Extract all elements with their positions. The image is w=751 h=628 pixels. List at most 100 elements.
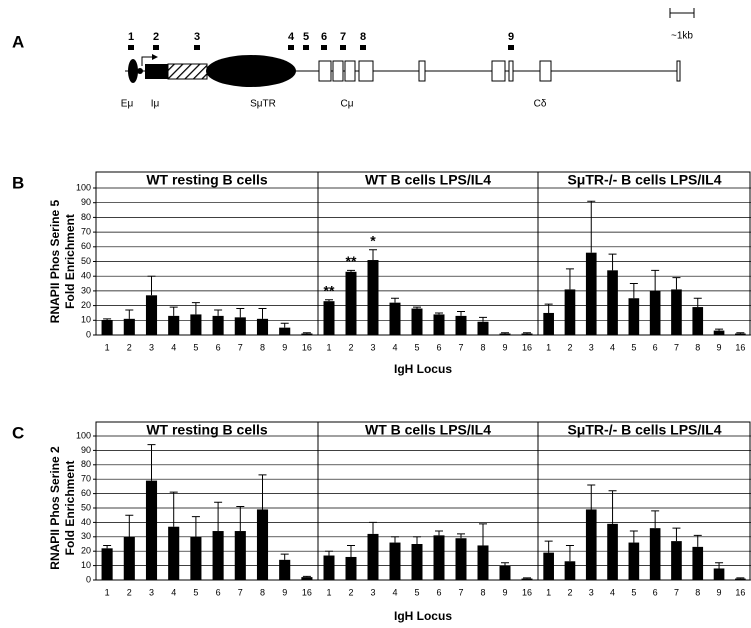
chart-title: WT B cells LPS/IL4 — [365, 172, 491, 188]
x-axis-label: IgH Locus — [394, 609, 452, 623]
error-bar — [457, 311, 465, 315]
x-tick-label: 8 — [695, 342, 700, 352]
s-mu-tr — [206, 55, 296, 87]
site-marker — [153, 45, 159, 50]
x-tick-label: 8 — [695, 587, 700, 597]
x-tick-label: 1 — [326, 342, 331, 352]
error-bar — [672, 528, 680, 541]
x-tick-label: 6 — [436, 587, 441, 597]
error-bar — [523, 333, 531, 334]
chart-title: WT resting B cells — [146, 172, 268, 188]
bar — [257, 509, 268, 580]
x-tick-label: 9 — [282, 587, 287, 597]
x-tick-label: 9 — [282, 342, 287, 352]
region-label: Cδ — [534, 99, 547, 110]
error-bar — [369, 250, 377, 260]
bar — [102, 548, 113, 580]
bar — [456, 538, 467, 580]
site-number: 5 — [303, 31, 309, 43]
x-tick-label: 16 — [302, 342, 312, 352]
bar — [478, 322, 489, 335]
x-tick-label: 5 — [631, 587, 636, 597]
bar — [324, 556, 335, 580]
site-number: 2 — [153, 31, 159, 43]
error-bar — [214, 502, 222, 531]
site-number: 4 — [288, 31, 295, 43]
x-tick-label: 6 — [216, 342, 221, 352]
i-mu — [145, 64, 168, 79]
x-tick-label: 1 — [546, 587, 551, 597]
error-bar — [672, 278, 680, 290]
bar — [692, 307, 703, 335]
error-bar — [369, 522, 377, 534]
error-bar — [587, 485, 595, 509]
error-bar — [259, 475, 267, 510]
bar — [190, 537, 201, 580]
error-bar — [148, 445, 156, 481]
site-marker — [321, 45, 327, 50]
site-marker — [508, 45, 514, 50]
bar — [629, 543, 640, 580]
y-tick-label: 90 — [81, 445, 91, 455]
x-tick-label: 16 — [735, 587, 745, 597]
bar — [146, 481, 157, 580]
bar — [434, 535, 445, 580]
error-bar — [259, 309, 267, 319]
bar — [522, 579, 533, 580]
error-bar — [103, 545, 111, 548]
x-tick-label: 8 — [480, 587, 485, 597]
region-label: Iμ — [151, 99, 160, 110]
site-number: 7 — [340, 31, 346, 43]
error-bar — [148, 276, 156, 295]
bar — [629, 298, 640, 335]
error-bar — [214, 310, 222, 316]
bar — [543, 313, 554, 335]
x-tick-label: 7 — [674, 342, 679, 352]
bar — [543, 553, 554, 580]
error-bar — [170, 492, 178, 527]
site-marker — [128, 45, 134, 50]
error-bar — [651, 270, 659, 291]
exon — [492, 61, 505, 81]
x-tick-label: 16 — [302, 587, 312, 597]
bar — [168, 527, 179, 580]
x-tick-label: 2 — [348, 587, 353, 597]
site-marker — [288, 45, 294, 50]
exon — [345, 61, 355, 81]
x-tick-label: 3 — [149, 587, 154, 597]
bar — [434, 314, 445, 335]
panel-label: C — [12, 423, 24, 442]
bar — [301, 577, 312, 580]
significance: ** — [346, 253, 357, 269]
error-bar — [501, 563, 509, 566]
site-marker — [194, 45, 200, 50]
error-bar — [736, 578, 744, 579]
y-tick-label: 30 — [81, 531, 91, 541]
y-tick-label: 50 — [81, 502, 91, 512]
bar — [390, 303, 401, 335]
x-tick-label: 6 — [436, 342, 441, 352]
x-axis-label: IgH Locus — [394, 362, 452, 376]
error-bar — [609, 491, 617, 524]
scale-bar — [670, 8, 694, 18]
bar — [650, 528, 661, 580]
site-number: 8 — [360, 31, 366, 43]
x-tick-label: 4 — [171, 342, 176, 352]
x-tick-label: 4 — [610, 587, 615, 597]
bar — [692, 547, 703, 580]
error-bar — [325, 300, 333, 301]
exon — [319, 61, 331, 81]
error-bar — [236, 507, 244, 531]
bar — [565, 561, 576, 580]
bar — [565, 289, 576, 335]
figure: A ~1kb 123456789 EμIμSμTRCμCδ 0102030405… — [0, 0, 751, 628]
x-tick-label: 6 — [653, 587, 658, 597]
chart-title: WT B cells LPS/IL4 — [365, 422, 491, 438]
chart-title: WT resting B cells — [146, 422, 268, 438]
error-bar — [391, 298, 399, 302]
bar — [586, 253, 597, 335]
x-tick-label: 4 — [392, 342, 397, 352]
x-tick-label: 2 — [567, 587, 572, 597]
bar — [124, 537, 135, 580]
bar — [735, 334, 746, 335]
